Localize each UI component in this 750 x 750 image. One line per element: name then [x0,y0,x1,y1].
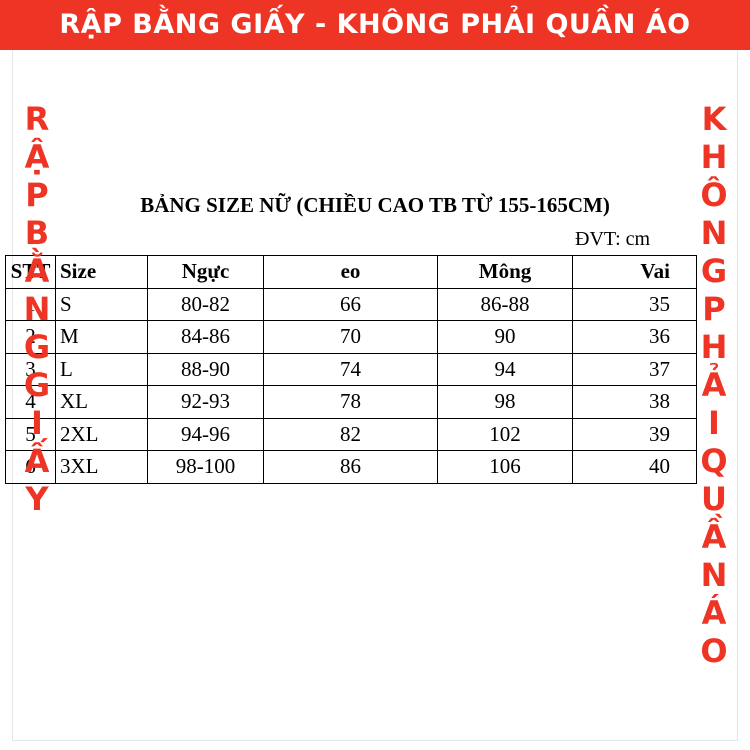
table-cell: XL [55,385,148,419]
header-cell: Size [55,255,148,289]
table-title: BẢNG SIZE NỮ (CHIỀU CAO TB TỪ 155-165CM) [140,193,610,217]
table-cell: 80-82 [147,287,264,321]
table-cell: 90 [437,320,573,354]
table-cell: 92-93 [147,385,264,419]
side-text-left: RẬP BẰNG GIẤY [23,100,51,518]
table-cell: 35 [572,287,697,321]
table-cell: 2XL [55,417,148,451]
header-cell: Ngực [147,255,264,289]
table-row: 1 S 80-82 66 86-88 35 [5,287,697,321]
banner-title: RẬP BẰNG GIẤY - KHÔNG PHẢI QUẦN ÁO [0,0,750,50]
table-cell: 3XL [55,450,148,484]
side-text-right: KHÔNG PHẢI QUẦN ÁO [700,100,728,670]
table-header: STT Size Ngực eo Mông Vai [5,255,697,289]
table-cell: M [55,320,148,354]
header-cell: eo [263,255,438,289]
table-cell: 86-88 [437,287,573,321]
table-cell: 84-86 [147,320,264,354]
table-cell: 86 [263,450,438,484]
table-cell: 106 [437,450,573,484]
table-row: 2 M 84-86 70 90 36 [5,320,697,354]
table-cell: 5 [5,417,56,451]
table-cell: L [55,352,148,386]
table-cell: 78 [263,385,438,419]
unit-label: ĐVT: cm [575,228,651,250]
header-cell: Mông [437,255,573,289]
size-table: STT Size Ngực eo Mông Vai 1 S 80-82 66 86-88 35 2 M 8… [5,255,697,484]
table-cell: 40 [572,450,697,484]
table-body: 1 S 80-82 66 86-88 35 2 M 84-86 70 90 36 3 L 88-90 74 94… [5,287,697,484]
table-cell: 36 [572,320,697,354]
table-cell: 88-90 [147,352,264,386]
table-cell: 37 [572,352,697,386]
table-cell: 38 [572,385,697,419]
header-cell: STT [5,255,56,289]
table-cell: 66 [263,287,438,321]
table-cell: 82 [263,417,438,451]
header-row: STT Size Ngực eo Mông Vai [5,255,697,289]
table-row: 5 2XL 94-96 82 102 39 [5,417,697,451]
table-cell: 70 [263,320,438,354]
table-cell: 98 [437,385,573,419]
table-row: 6 3XL 98-100 86 106 40 [5,450,697,484]
table-cell: S [55,287,148,321]
table-cell: 1 [5,287,56,321]
table-row: 4 XL 92-93 78 98 38 [5,385,697,419]
table-cell: 94 [437,352,573,386]
table-cell: 39 [572,417,697,451]
table-cell: 94-96 [147,417,264,451]
table-cell: 74 [263,352,438,386]
table-row: 3 L 88-90 74 94 37 [5,352,697,386]
table-cell: 6 [5,450,56,484]
table-cell: 102 [437,417,573,451]
header-cell: Vai [572,255,697,289]
table-cell: 98-100 [147,450,264,484]
